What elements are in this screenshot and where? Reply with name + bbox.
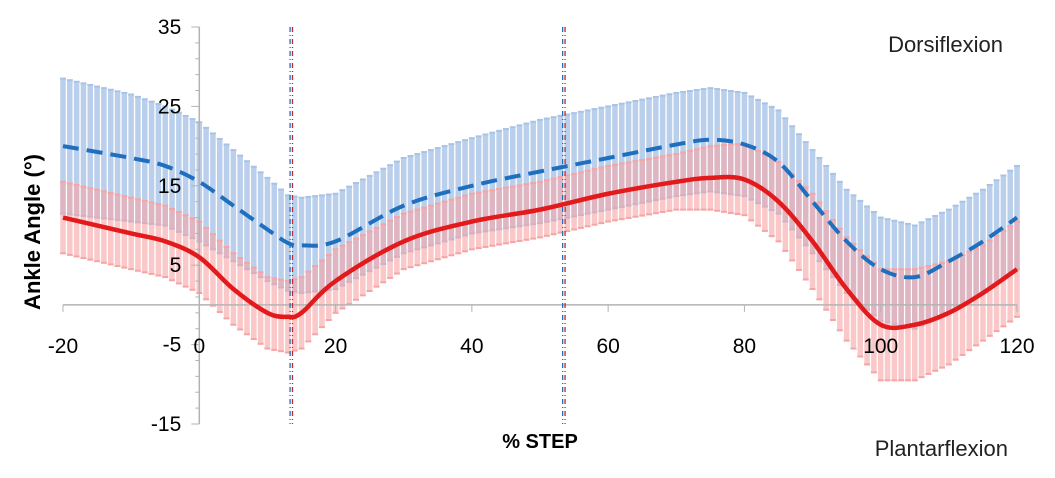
x-tick-label: 40	[460, 335, 483, 358]
x-tick-label: -20	[48, 335, 78, 358]
x-tick-label: 0	[193, 335, 205, 358]
y-tick-label: 25	[158, 95, 181, 118]
y-axis-label: Ankle Angle (°)	[20, 154, 45, 310]
y-tick-label: 15	[158, 175, 181, 198]
mean-line-series-0	[62, 137, 1019, 280]
y-tick-label: -5	[163, 334, 182, 357]
x-axis-label: % STEP	[502, 431, 578, 453]
x-tick-label: 100	[863, 335, 898, 358]
x-tick-label: 80	[733, 335, 756, 358]
tick-labels: 35 25 15 5 -5 -15 -20 0 20 40 60 80 100 120	[48, 16, 1035, 436]
x-tick-label: 60	[596, 335, 619, 358]
mean-line-series-1	[62, 174, 1019, 331]
y-tick-label: 35	[158, 16, 181, 39]
y-tick-label: -15	[151, 413, 181, 436]
x-tick-label: 20	[324, 335, 347, 358]
y-tick-label: 5	[170, 254, 182, 277]
x-tick-label: 120	[999, 335, 1034, 358]
annotation-plantarflexion: Plantarflexion	[875, 436, 1008, 461]
annotation-dorsiflexion: Dorsiflexion	[888, 32, 1003, 57]
series-lines	[62, 137, 1019, 331]
